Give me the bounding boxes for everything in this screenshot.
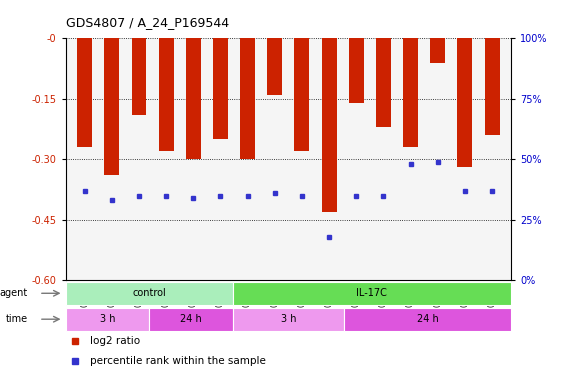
Bar (485, 38, 500, 135)
Bar (77, 38, 92, 147)
Bar (295, 38, 309, 151)
Bar (344, 308, 511, 331)
Bar (349, 38, 364, 103)
Bar (240, 38, 255, 159)
Text: 3 h: 3 h (280, 314, 296, 324)
Bar (233, 281, 511, 305)
Bar (431, 38, 445, 63)
Text: time: time (6, 314, 28, 324)
Bar (159, 38, 174, 151)
Text: log2 ratio: log2 ratio (90, 336, 140, 346)
Bar (403, 38, 418, 147)
Text: 3 h: 3 h (100, 314, 115, 324)
Text: percentile rank within the sample: percentile rank within the sample (90, 356, 266, 366)
Text: 24 h: 24 h (417, 314, 439, 324)
Text: agent: agent (0, 288, 28, 298)
Bar (66, 308, 149, 331)
Bar (213, 38, 228, 139)
Bar (66, 281, 233, 305)
Bar (233, 308, 344, 331)
Bar (131, 38, 146, 115)
Bar (149, 308, 233, 331)
Text: 24 h: 24 h (180, 314, 202, 324)
Bar (104, 38, 119, 175)
Bar (267, 38, 282, 95)
Bar (376, 38, 391, 127)
Bar (186, 38, 201, 159)
Text: IL-17C: IL-17C (356, 288, 387, 298)
Bar (457, 38, 472, 167)
Text: GDS4807 / A_24_P169544: GDS4807 / A_24_P169544 (66, 16, 229, 29)
Bar (321, 38, 336, 212)
Text: control: control (132, 288, 166, 298)
